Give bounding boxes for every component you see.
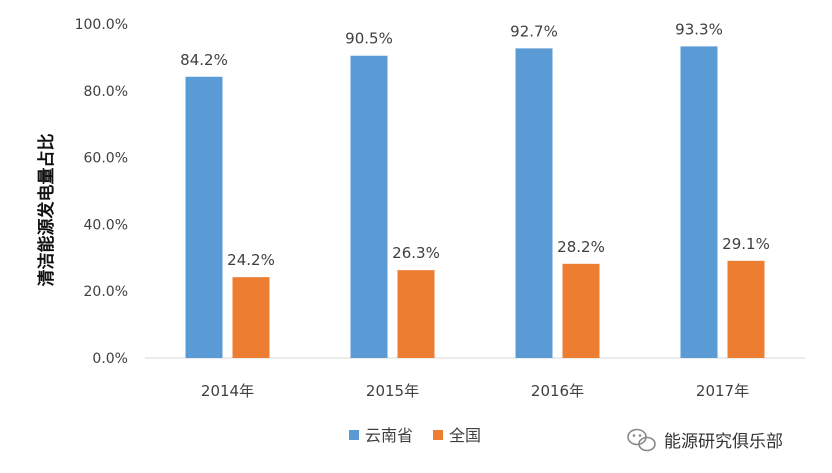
x-tick-label: 2015年 [366,382,419,400]
y-axis-label: 清洁能源发电量占比 [36,134,57,287]
data-label: 29.1% [722,235,770,253]
bar-national [232,277,270,358]
bar-yunnan [515,48,553,359]
y-tick-label: 0.0% [92,351,128,367]
y-tick-label: 40.0% [84,217,128,233]
data-label: 84.2% [180,51,228,69]
data-label: 92.7% [510,22,558,40]
watermark-text: 能源研究俱乐部 [664,432,783,452]
y-tick-label: 80.0% [84,84,128,100]
y-tick-label: 60.0% [84,151,128,167]
bar-national [562,263,600,358]
x-axis-ticks: 2014年 2015年 2016年 2017年 [201,382,749,400]
y-axis-ticks: 0.0% 20.0% 40.0% 60.0% 80.0% 100.0% [75,17,128,367]
bar-yunnan [185,76,223,358]
x-tick-label: 2017年 [696,382,749,400]
bar-national [727,260,765,358]
legend-label: 云南省 [365,426,413,445]
y-tick-label: 20.0% [84,284,128,300]
data-label: 24.2% [227,251,275,269]
watermark: 能源研究俱乐部 [627,428,783,452]
bar-yunnan [350,55,388,358]
legend-swatch [433,430,443,440]
x-tick-label: 2014年 [201,382,254,400]
wechat-icon [627,428,656,452]
x-tick-label: 2016年 [531,382,584,400]
data-label: 93.3% [675,20,723,38]
bar-national [397,270,435,358]
y-tick-label: 100.0% [75,17,128,33]
legend-swatch [349,430,359,440]
legend: 云南省 全国 [349,426,481,445]
bars: 84.2% 24.2% 90.5% 26.3% 92.7% 28.2% 93.3% 29.1% [180,20,770,359]
data-label: 90.5% [345,30,393,48]
data-label: 26.3% [392,244,440,262]
legend-label: 全国 [449,426,481,445]
bar-yunnan [680,46,718,359]
data-label: 28.2% [557,238,605,256]
